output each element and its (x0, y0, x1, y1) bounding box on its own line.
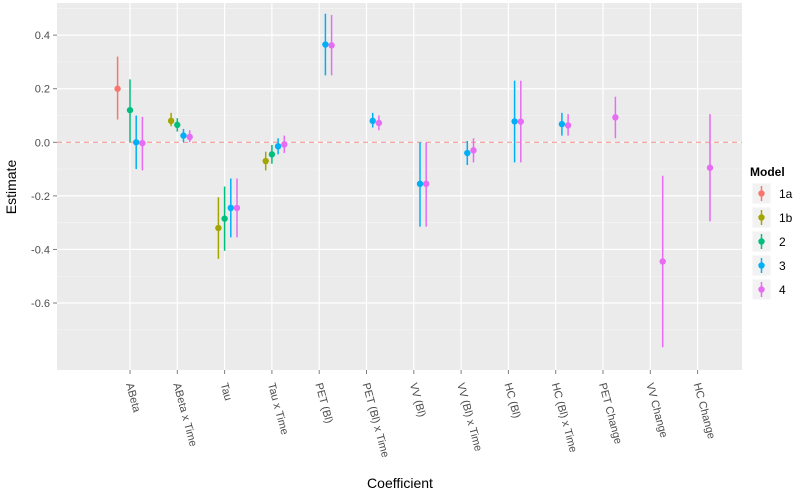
y-tick-label: -0.6 (31, 298, 50, 310)
point-model-4 (139, 139, 146, 147)
legend-key-point (758, 214, 765, 221)
point-model-4 (706, 164, 714, 171)
legend-key-point (758, 262, 765, 269)
point-model-2 (221, 215, 228, 222)
legend-label: 2 (779, 235, 786, 249)
plot-panel (57, 3, 742, 370)
x-tick-label: VV Change (643, 382, 669, 439)
point-model-4 (659, 258, 666, 265)
point-model-4 (186, 133, 193, 141)
legend-item-model-3: 3 (751, 254, 786, 277)
legend-title: Model (750, 165, 785, 179)
legend-label: 3 (779, 259, 786, 273)
point-model-1b (262, 157, 269, 165)
y-axis-ticks: 0.4 0.2 0.0 -0.2 -0.4 -0.6 (31, 30, 57, 310)
legend-label: 1b (779, 211, 793, 225)
point-model-3 (322, 41, 329, 48)
legend-item-model-1b: 1b (751, 206, 793, 229)
data-marks (114, 13, 714, 348)
x-tick-label: VV (Bl) x Time (454, 382, 484, 453)
legend-item-model-1a: 1a (751, 182, 793, 205)
x-tick-label: VV (Bl) (407, 382, 428, 419)
point-model-3 (464, 149, 471, 157)
point-model-3 (369, 117, 376, 125)
point-model-1b (167, 117, 175, 125)
legend: Model 1a 1b 2 3 4 (750, 165, 793, 301)
point-model-3 (227, 204, 234, 212)
legend-items: 1a 1b 2 3 4 (751, 182, 793, 301)
point-model-4 (328, 42, 335, 49)
x-tick-label: HC (Bl) x Time (549, 382, 579, 454)
y-tick-label: -0.4 (31, 244, 50, 256)
point-model-3 (133, 139, 140, 146)
x-axis-ticks: ABeta ABeta x Time Tau Tau x Time PET (Bl) PE… (123, 370, 717, 459)
point-model-2 (268, 151, 276, 158)
y-tick-label: -0.2 (31, 191, 50, 203)
point-model-4 (423, 180, 430, 188)
x-tick-label: HC Change (691, 382, 717, 441)
x-tick-label: Tau x Time (265, 382, 290, 436)
point-model-1a (114, 85, 121, 92)
y-tick-label: 0.2 (35, 84, 50, 96)
point-model-4 (564, 122, 572, 129)
x-tick-label: PET (Bl) (312, 382, 334, 425)
legend-label: 1a (779, 187, 793, 201)
y-axis-title: Estimate (3, 160, 19, 215)
point-model-3 (274, 143, 282, 150)
major-gridlines (57, 3, 742, 370)
point-model-3 (511, 118, 518, 125)
point-model-4 (612, 114, 619, 121)
x-tick-label: Tau (218, 382, 234, 402)
point-model-3 (416, 180, 424, 188)
point-model-4 (375, 119, 383, 127)
point-model-4 (233, 204, 241, 212)
x-tick-label: ABeta (123, 382, 143, 415)
x-axis-title: Coefficient (367, 475, 433, 491)
point-model-2 (174, 121, 181, 129)
x-tick-label: ABeta x Time (170, 382, 199, 448)
x-tick-label: PET (Bl) x Time (360, 382, 391, 459)
point-model-2 (126, 106, 134, 114)
point-model-3 (558, 120, 566, 128)
y-tick-label: 0.4 (35, 30, 50, 42)
point-model-4 (517, 118, 524, 125)
legend-key-point (758, 238, 765, 245)
legend-key-point (758, 190, 765, 197)
x-tick-label: PET Change (596, 382, 624, 446)
legend-item-model-4: 4 (751, 278, 786, 301)
x-tick-label: HC (Bl) (502, 382, 523, 420)
point-model-4 (281, 141, 288, 148)
legend-label: 4 (779, 283, 786, 297)
y-tick-label: 0.0 (35, 137, 50, 149)
legend-item-model-2: 2 (751, 230, 786, 253)
point-model-1b (215, 224, 222, 232)
legend-key-point (758, 286, 765, 293)
point-model-4 (470, 147, 477, 154)
point-model-3 (180, 132, 187, 139)
